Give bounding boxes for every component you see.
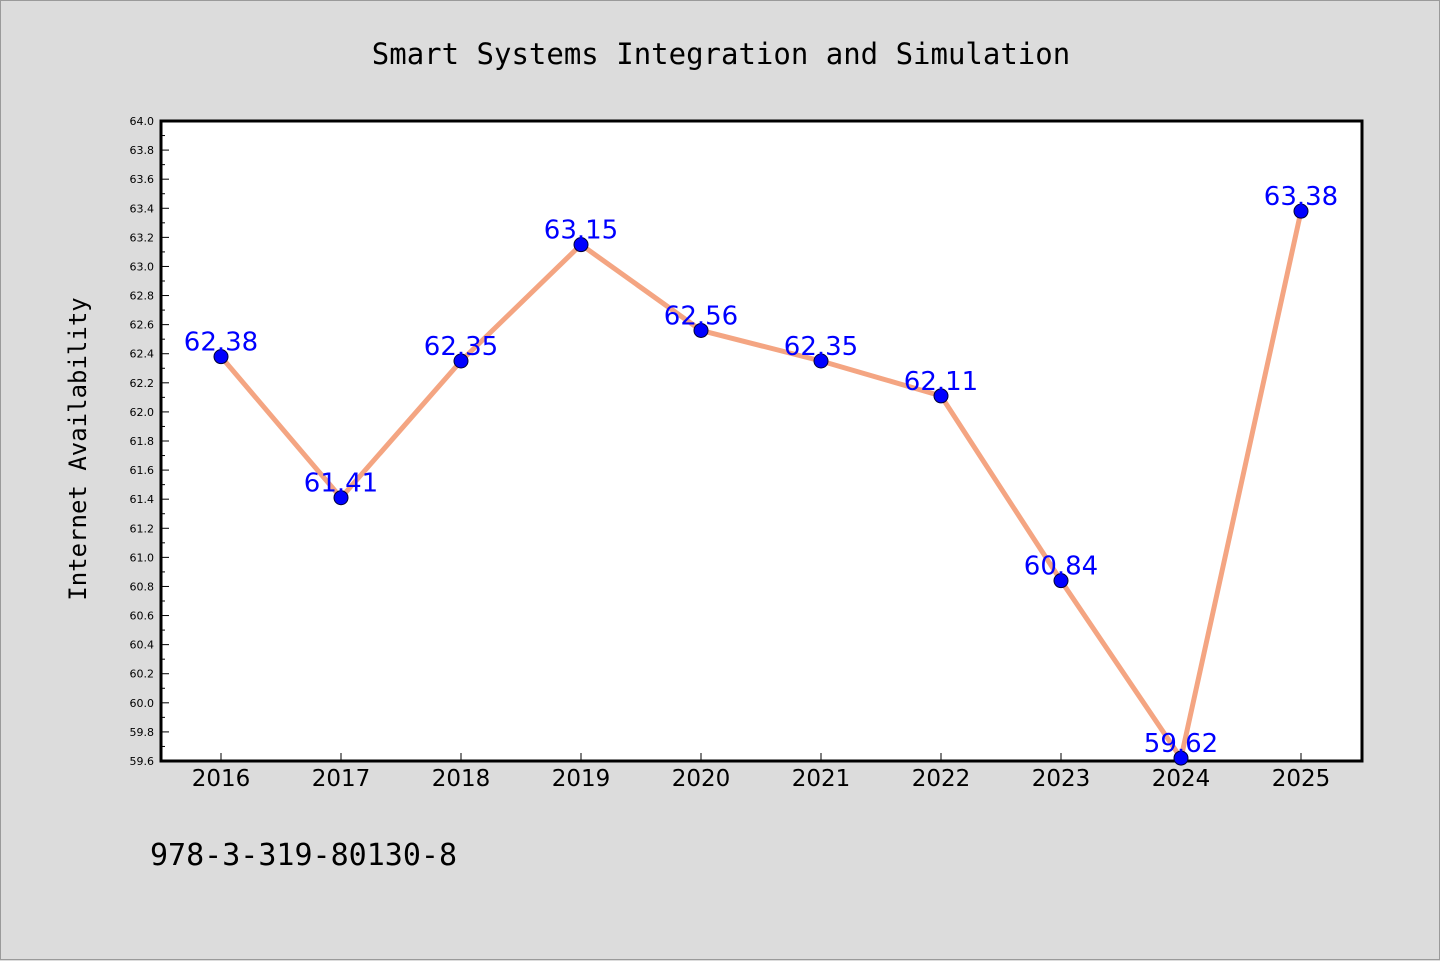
y-tick-label: 59.8 <box>130 726 155 739</box>
data-point <box>573 237 589 253</box>
series-markers <box>213 203 1309 766</box>
isbn-text: 978-3-319-80130-8 <box>150 838 457 873</box>
data-point <box>213 349 229 365</box>
data-point <box>1053 573 1069 589</box>
y-tick-label: 60.2 <box>130 668 155 681</box>
y-tick-label: 61.2 <box>130 522 155 535</box>
y-tick-label: 60.8 <box>130 580 155 593</box>
data-label: 59.62 <box>1144 729 1218 759</box>
data-point <box>453 353 469 369</box>
x-axis: 2016 2017 2018 2019 2020 2021 2022 2023 2024 2025 <box>192 753 1331 792</box>
y-tick-label: 63.0 <box>130 260 155 273</box>
data-point <box>1293 203 1309 219</box>
y-tick-label: 62.4 <box>130 348 155 361</box>
x-tick-label: 2023 <box>1032 766 1091 792</box>
y-tick-label: 61.8 <box>130 435 155 448</box>
x-tick-label: 2017 <box>312 766 371 792</box>
data-label: 62.56 <box>664 301 738 331</box>
y-tick-label: 63.2 <box>130 231 155 244</box>
data-label: 63.15 <box>544 216 618 246</box>
x-tick-label: 2016 <box>192 766 251 792</box>
data-label: 62.35 <box>784 332 858 362</box>
series-line <box>219 210 1304 761</box>
data-point <box>813 353 829 369</box>
x-tick-label: 2020 <box>672 766 731 792</box>
y-tick-label: 62.6 <box>130 319 155 332</box>
y-tick-label: 61.4 <box>130 493 155 506</box>
y-tick-label: 63.6 <box>130 173 155 186</box>
data-label: 62.11 <box>904 367 978 397</box>
y-tick-label: 62.0 <box>130 406 155 419</box>
y-tick-label: 63.8 <box>130 144 155 157</box>
y-tick-label: 62.2 <box>130 377 155 390</box>
y-tick-label: 59.6 <box>130 755 155 768</box>
data-label: 60.84 <box>1024 552 1098 582</box>
y-tick-label: 60.0 <box>130 697 155 710</box>
data-label: 61.41 <box>304 469 378 499</box>
x-tick-label: 2019 <box>552 766 611 792</box>
y-tick-label: 61.0 <box>130 551 155 564</box>
chart-title: Smart Systems Integration and Simulation <box>372 37 1070 71</box>
data-label: 62.35 <box>424 332 498 362</box>
y-tick-label: 60.6 <box>130 610 155 623</box>
y-axis-label: Internet Availability <box>64 297 92 600</box>
y-tick-label: 63.4 <box>130 202 155 215</box>
data-point <box>1173 750 1189 766</box>
y-tick-label: 64.0 <box>130 115 155 128</box>
data-point <box>693 322 709 338</box>
y-tick-label: 60.4 <box>130 639 155 652</box>
y-tick-label: 61.6 <box>130 464 155 477</box>
x-tick-label: 2021 <box>792 766 851 792</box>
y-tick-label: 62.8 <box>130 290 155 303</box>
data-label: 62.38 <box>184 328 258 358</box>
x-tick-label: 2024 <box>1152 766 1211 792</box>
data-label: 63.38 <box>1264 182 1338 212</box>
x-tick-label: 2018 <box>432 766 491 792</box>
x-tick-label: 2025 <box>1272 766 1331 792</box>
x-tick-label: 2022 <box>912 766 971 792</box>
data-point <box>333 490 349 506</box>
y-axis: 59.6 59.8 60.0 60.2 60.4 60.6 60.8 61.0 61.2 61.4… <box>130 115 169 768</box>
data-point <box>933 388 949 404</box>
data-labels: 62.38 61.41 62.35 63.15 62.56 62.35 62.11 60.84… <box>184 182 1338 759</box>
plot-area <box>159 119 1364 763</box>
